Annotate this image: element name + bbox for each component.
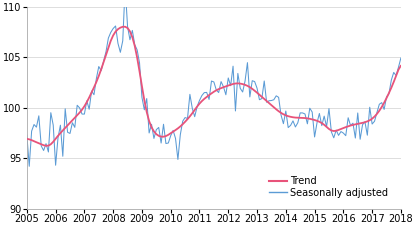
Legend: Trend, Seasonally adjusted: Trend, Seasonally adjusted xyxy=(265,172,392,202)
